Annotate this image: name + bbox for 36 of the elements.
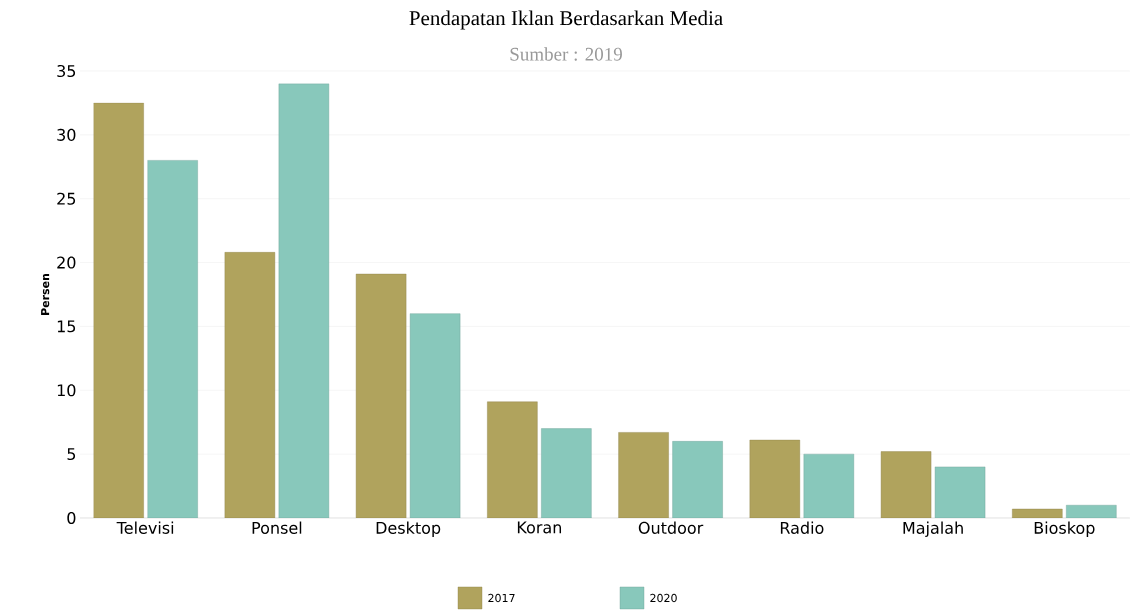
x-tick-label: Majalah — [903, 521, 963, 537]
bar — [487, 401, 538, 518]
x-tick-label: Radio — [780, 521, 824, 534]
bar — [147, 160, 198, 518]
y-tick-label: 15 — [57, 320, 76, 333]
chart-title: Pendapatan Iklan Berdasarkan Media — [409, 10, 723, 30]
y-tick-label: 25 — [57, 192, 76, 205]
y-tick-label: 30 — [57, 128, 76, 141]
bar — [93, 102, 144, 518]
y-tick-label: 20 — [57, 256, 76, 269]
y-tick-label: 35 — [57, 64, 76, 78]
bar — [880, 451, 932, 518]
x-tick-label: Televisi — [116, 521, 174, 534]
x-tick-label: Koran — [517, 521, 562, 534]
x-tick-label: Outdoor — [638, 521, 704, 534]
bar — [224, 252, 276, 518]
bar — [749, 439, 801, 518]
x-tick-label: Bioskop — [1034, 521, 1095, 537]
chart-subtitle: Sumber : 2019 — [510, 47, 622, 61]
bar — [934, 466, 986, 518]
x-tick-label: Desktop — [376, 521, 441, 537]
bar — [278, 83, 330, 518]
bar — [803, 453, 855, 518]
bar — [409, 313, 461, 518]
legend-label: 2017 — [488, 593, 515, 603]
bar — [355, 273, 407, 518]
bar — [1012, 508, 1063, 518]
y-tick-label: 0 — [67, 511, 76, 525]
y-tick-label: 5 — [67, 448, 76, 461]
y-tick-label: 10 — [57, 384, 76, 397]
bar — [618, 432, 669, 518]
legend-label: 2020 — [650, 593, 677, 603]
bar — [672, 441, 723, 518]
bar — [541, 428, 592, 518]
x-tick-label: Ponsel — [252, 521, 302, 534]
y-axis-title: Persen — [41, 273, 50, 315]
